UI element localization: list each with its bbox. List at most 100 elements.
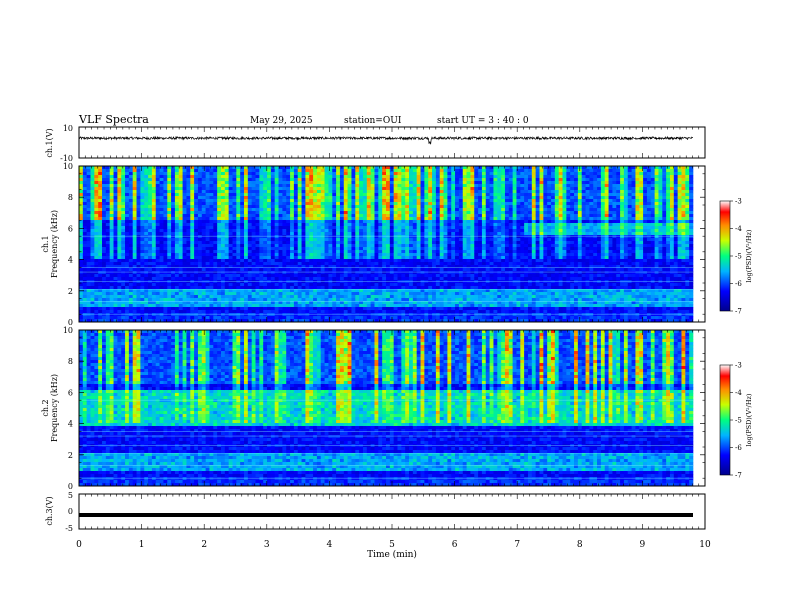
spectrogram-cell bbox=[405, 304, 410, 308]
spectrogram-cell bbox=[94, 256, 99, 260]
spectrogram-cell bbox=[370, 202, 375, 206]
spectrogram-cell bbox=[144, 256, 149, 260]
spectrogram-cell bbox=[420, 202, 425, 206]
spectrogram-cell bbox=[382, 226, 387, 230]
spectrogram-cell bbox=[213, 181, 218, 185]
spectrogram-cell bbox=[301, 187, 306, 191]
spectrogram-cell bbox=[182, 181, 187, 185]
spectrogram-cell bbox=[282, 205, 287, 209]
spectrogram-cell bbox=[297, 208, 302, 212]
spectrogram-cell bbox=[190, 256, 195, 260]
spectrogram-cell bbox=[278, 259, 283, 263]
spectrogram-cell bbox=[113, 307, 118, 311]
spectrogram-cell bbox=[228, 268, 233, 272]
spectrogram-cell bbox=[401, 253, 406, 257]
spectrogram-cell bbox=[171, 292, 176, 296]
spectrogram-cell bbox=[182, 169, 187, 173]
spectrogram-cell bbox=[128, 214, 134, 218]
spectrogram-cell bbox=[255, 199, 260, 203]
spectrogram-cell bbox=[171, 301, 176, 305]
spectrogram-cell bbox=[274, 247, 279, 251]
spectrogram-cell bbox=[374, 172, 379, 176]
spectrogram-cell bbox=[278, 214, 283, 218]
spectrogram-cell bbox=[255, 292, 260, 296]
spectrogram-cell bbox=[366, 238, 371, 242]
spectrogram-cell bbox=[274, 223, 279, 227]
spectrogram-cell bbox=[132, 241, 137, 245]
spectrogram-cell bbox=[159, 232, 164, 236]
spectrogram-cell bbox=[251, 301, 256, 305]
spectrogram-cell bbox=[328, 214, 333, 218]
spectrogram-cell bbox=[113, 298, 118, 302]
spectrogram-cell bbox=[82, 223, 87, 227]
spectrogram-cell bbox=[155, 229, 160, 233]
spectrogram-cell bbox=[274, 304, 279, 308]
spectrogram-cell bbox=[313, 301, 318, 305]
spectrogram-cell bbox=[151, 271, 157, 275]
spectrogram-cell bbox=[113, 211, 118, 215]
spectrogram-cell bbox=[171, 295, 176, 299]
spectrogram-cell bbox=[186, 295, 191, 299]
spectrogram-cell bbox=[144, 295, 149, 299]
spectrogram-cell bbox=[94, 262, 99, 266]
spectrogram-cell bbox=[316, 283, 322, 287]
spectrogram-cell bbox=[278, 247, 283, 251]
spectrogram-cell bbox=[293, 259, 299, 263]
spectrogram-cell bbox=[244, 253, 249, 257]
spectrogram-cell bbox=[217, 277, 222, 281]
spectrogram-cell bbox=[178, 199, 183, 203]
spectrogram-cell bbox=[401, 286, 406, 290]
spectrogram-cell bbox=[240, 187, 245, 191]
spectrogram-cell bbox=[205, 295, 210, 299]
spectrogram-cell bbox=[420, 304, 425, 308]
spectrogram-cell bbox=[378, 223, 383, 227]
spectrogram-cell bbox=[263, 232, 268, 236]
spectrogram-cell bbox=[382, 214, 387, 218]
spectrogram-cell bbox=[328, 307, 333, 311]
spectrogram-cell bbox=[339, 169, 345, 173]
spectrogram-cell bbox=[286, 295, 291, 299]
spectrogram-cell bbox=[190, 199, 195, 203]
spectrogram-cell bbox=[405, 241, 410, 245]
spectrogram-cell bbox=[409, 172, 414, 176]
spectrogram-cell bbox=[247, 256, 252, 260]
spectrogram-cell bbox=[401, 190, 406, 194]
spectrogram-cell bbox=[336, 232, 341, 236]
spectrogram-cell bbox=[132, 238, 137, 242]
spectrogram-cell bbox=[424, 196, 429, 200]
spectrogram-cell bbox=[267, 241, 272, 245]
spectrogram-cell bbox=[121, 289, 126, 293]
spectrogram-cell bbox=[428, 259, 433, 263]
spectrogram-cell bbox=[94, 283, 99, 287]
spectrogram-cell bbox=[347, 307, 352, 311]
spectrogram-cell bbox=[267, 220, 272, 224]
spectrogram-cell bbox=[224, 295, 229, 299]
spectrogram-cell bbox=[320, 256, 325, 260]
spectrogram-cell bbox=[125, 220, 130, 224]
spectrogram-cell bbox=[420, 223, 425, 227]
spectrogram-cell bbox=[155, 178, 160, 182]
spectrogram-cell bbox=[98, 295, 103, 299]
spectrogram-cell bbox=[163, 187, 168, 191]
spectrogram-cell bbox=[320, 241, 325, 245]
spectrogram-cell bbox=[220, 268, 226, 272]
spectrogram-cell bbox=[274, 316, 279, 320]
spectrogram-cell bbox=[217, 295, 222, 299]
spectrogram-cell bbox=[140, 307, 145, 311]
spectrogram-cell bbox=[102, 196, 107, 200]
spectrogram-cell bbox=[293, 199, 299, 203]
spectrogram-cell bbox=[263, 313, 268, 317]
spectrogram-cell bbox=[393, 223, 398, 227]
spectrogram-cell bbox=[186, 172, 191, 176]
spectrogram-cell bbox=[370, 307, 375, 311]
spectrogram-cell bbox=[132, 277, 137, 281]
spectrogram-cell bbox=[282, 232, 287, 236]
spectrogram-cell bbox=[148, 304, 153, 308]
spectrogram-cell bbox=[213, 307, 218, 311]
spectrogram-cell bbox=[159, 235, 164, 239]
spectrogram-cell bbox=[247, 217, 252, 221]
spectrogram-cell bbox=[428, 205, 433, 209]
spectrogram-cell bbox=[201, 214, 206, 218]
spectrogram-cell bbox=[301, 253, 306, 257]
spectrogram-cell bbox=[244, 199, 249, 203]
